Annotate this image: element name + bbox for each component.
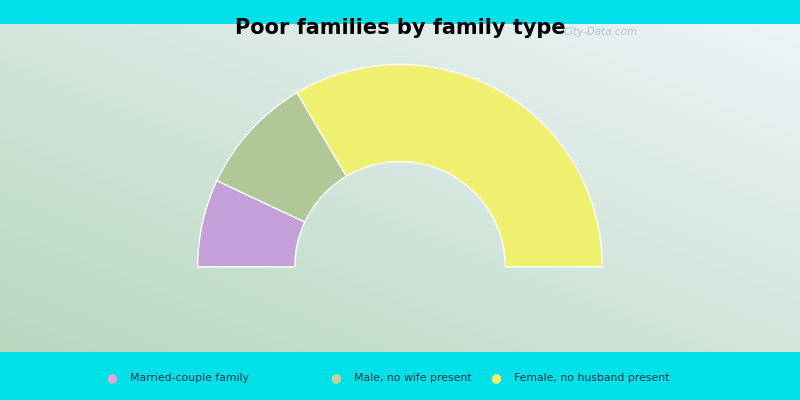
Text: ●: ● <box>490 372 502 384</box>
Wedge shape <box>297 64 602 267</box>
Text: Male, no wife present: Male, no wife present <box>354 373 471 383</box>
Wedge shape <box>198 181 305 267</box>
Text: Female, no husband present: Female, no husband present <box>514 373 669 383</box>
Wedge shape <box>217 93 346 222</box>
Text: Poor families by family type: Poor families by family type <box>234 18 566 38</box>
Text: ●: ● <box>106 372 118 384</box>
Text: ●: ● <box>330 372 342 384</box>
Text: City-Data.com: City-Data.com <box>564 28 638 38</box>
Text: Married-couple family: Married-couple family <box>130 373 249 383</box>
